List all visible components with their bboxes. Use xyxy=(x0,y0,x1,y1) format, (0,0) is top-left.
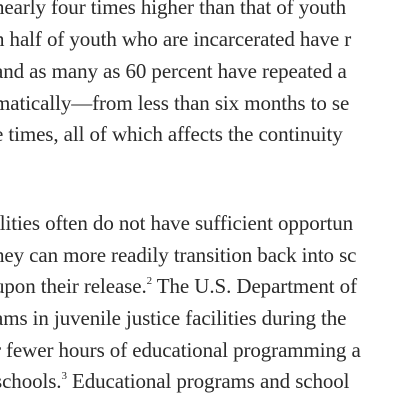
paragraph-2-line-3-text-b: The U.S. Department of xyxy=(152,274,357,298)
paragraph-1-line-5: e times, all of which affects the contin… xyxy=(0,122,343,146)
paragraph-2-line-2: hey can more readily transition back int… xyxy=(0,243,357,267)
paragraph-2-line-3-text-a: upon their release. xyxy=(0,274,147,298)
paragraph-2-line-4: ams in juvenile justice facilities durin… xyxy=(0,306,347,330)
paragraph-2-line-6-text-a: schools. xyxy=(0,369,62,393)
paragraph-1-line-4: matically—from less than six months to s… xyxy=(0,91,350,115)
paragraph-2-line-3: upon their release.2 The U.S. Department… xyxy=(0,273,357,299)
footnote-ref-2: 2 xyxy=(146,275,153,287)
paragraph-2-line-1: ilities often do not have sufficient opp… xyxy=(0,211,354,235)
paragraph-2-line-5: r fewer hours of educational programming… xyxy=(0,338,361,362)
paragraph-1-line-2: n half of youth who are incarcerated hav… xyxy=(0,27,352,51)
footnote-ref-3: 3 xyxy=(61,370,67,382)
paragraph-1-line-3: and as many as 60 percent have repeated … xyxy=(0,59,347,83)
paragraph-1-line-1: nearly four times higher than that of yo… xyxy=(0,0,347,19)
paragraph-2-line-6: schools.3 Educational programs and schoo… xyxy=(0,368,350,394)
paragraph-2-line-6-text-b: Educational programs and school xyxy=(66,369,350,393)
